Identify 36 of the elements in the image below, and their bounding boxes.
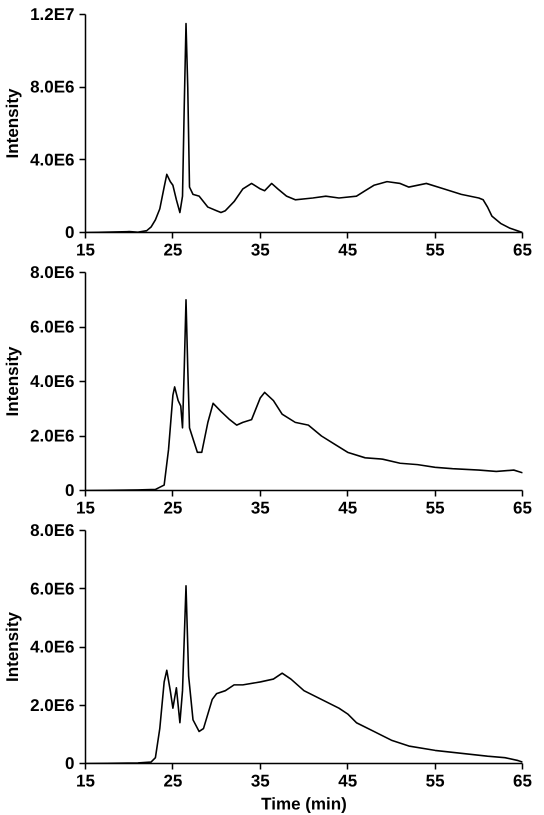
y-axis-title: Intensity xyxy=(3,612,22,682)
x-tick-label: 35 xyxy=(250,240,270,260)
y-tick-label: 2.0E6 xyxy=(30,696,75,715)
x-tick-label: 55 xyxy=(426,498,445,518)
y-axis-title: Intensity xyxy=(3,88,22,158)
y-tick-label: 8.0E6 xyxy=(30,78,75,97)
x-tick-label: 15 xyxy=(76,240,95,260)
x-tick-label: 65 xyxy=(513,772,532,790)
y-tick-label: 1.2E7 xyxy=(30,5,75,24)
y-tick-label: 2.0E6 xyxy=(30,426,75,446)
y-tick-label: 4.0E6 xyxy=(30,372,75,391)
x-tick-label: 65 xyxy=(513,240,532,260)
x-tick-label: 15 xyxy=(76,772,95,790)
x-tick-label: 25 xyxy=(163,240,182,260)
y-axis-title: Intensity xyxy=(3,346,22,416)
x-axis-title: Time (min) xyxy=(261,794,347,814)
y-tick-label: 0 xyxy=(65,223,75,242)
y-tick-label: 6.0E6 xyxy=(30,579,75,598)
x-tick-label: 65 xyxy=(513,498,532,518)
x-tick-label: 45 xyxy=(338,772,358,790)
y-tick-label: 6.0E6 xyxy=(30,318,75,336)
x-tick-label: 35 xyxy=(250,772,270,790)
x-tick-label: 55 xyxy=(426,772,445,790)
x-tick-label: 55 xyxy=(426,240,445,260)
x-tick-label: 25 xyxy=(163,772,182,790)
x-tick-label: 45 xyxy=(338,498,358,518)
y-tick-label: 0 xyxy=(65,754,75,773)
y-tick-label: 8.0E6 xyxy=(30,521,75,540)
x-tick-label: 15 xyxy=(76,498,95,518)
y-tick-label: 4.0E6 xyxy=(30,150,75,170)
x-tick-label: 25 xyxy=(163,498,182,518)
x-tick-label: 35 xyxy=(250,498,270,518)
y-tick-label: 0 xyxy=(65,481,75,500)
y-tick-label: 4.0E6 xyxy=(30,638,75,656)
y-tick-label: 8.0E6 xyxy=(30,263,75,282)
x-tick-label: 45 xyxy=(338,240,358,260)
